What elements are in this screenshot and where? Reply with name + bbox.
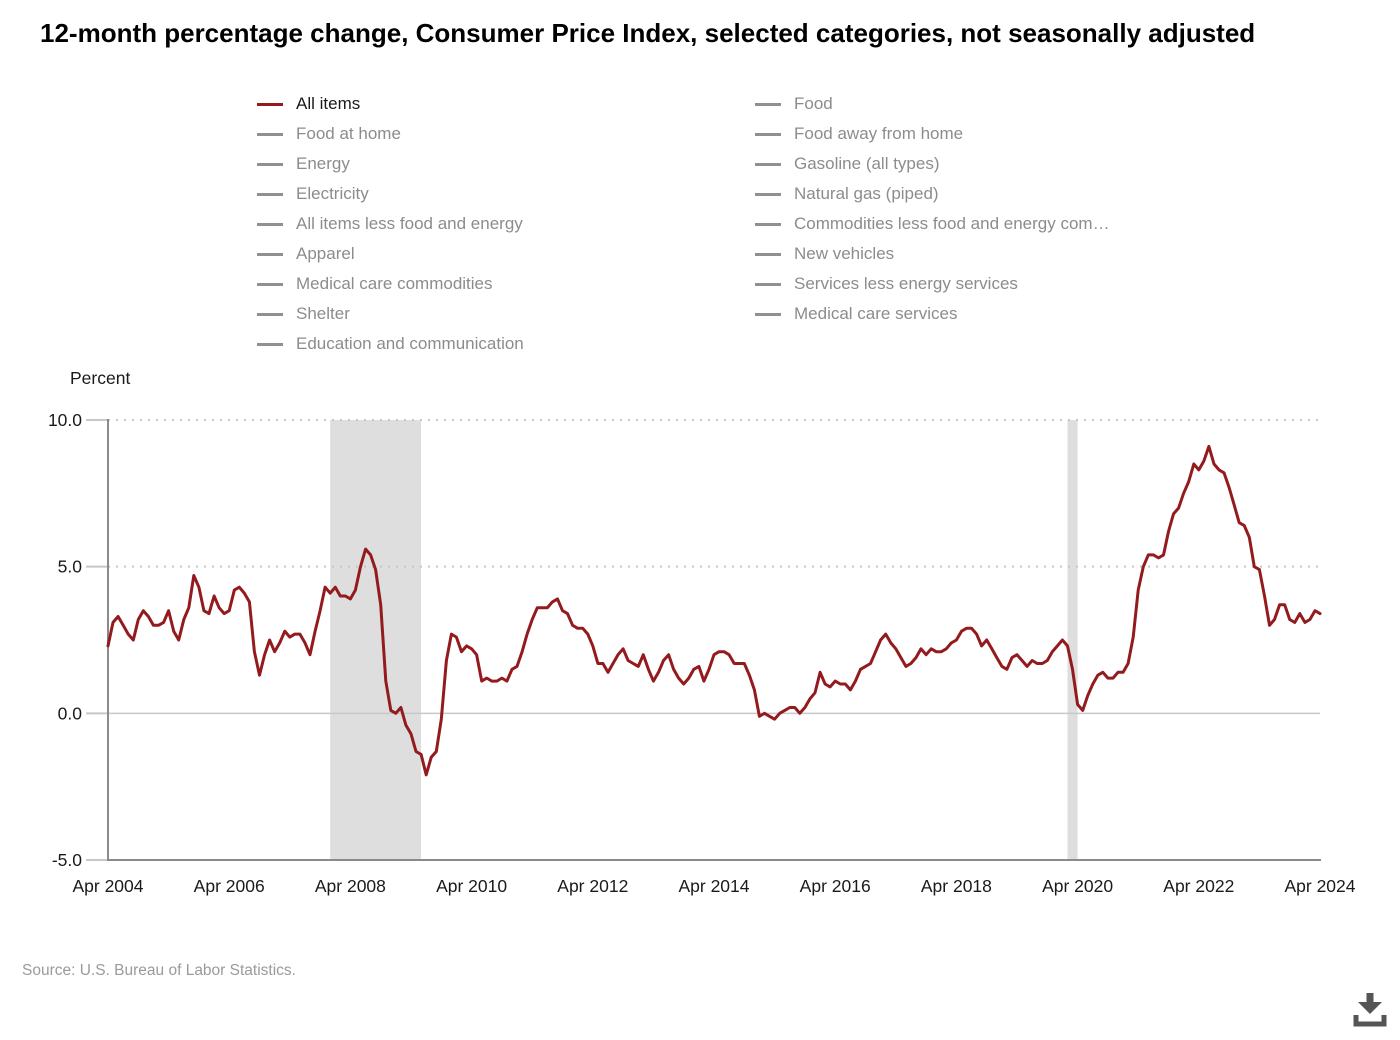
legend-item-label: Apparel [296, 244, 355, 263]
legend-swatch [755, 132, 781, 136]
legend-swatch [755, 282, 781, 286]
legend-swatch [755, 222, 781, 226]
legend-swatch [257, 192, 283, 196]
x-tick-label: Apr 2006 [194, 876, 265, 896]
legend-item-medical-care-commodities[interactable]: Medical care commodities [257, 269, 524, 299]
chart-title: 12-month percentage change, Consumer Pri… [40, 18, 1256, 48]
y-tick-label: 5.0 [58, 557, 83, 577]
legend-item-label: All items less food and energy [296, 214, 523, 233]
legend-swatch [257, 162, 283, 166]
legend-swatch [257, 312, 283, 316]
legend-item-label: Commodities less food and energy com… [794, 214, 1110, 233]
legend-item-food[interactable]: Food [755, 89, 1110, 119]
legend-item-medical-care-services[interactable]: Medical care services [755, 299, 1110, 329]
legend-item-label: Energy [296, 154, 350, 173]
y-tick-label: 0.0 [58, 703, 83, 723]
legend-item-label: New vehicles [794, 244, 895, 263]
legend-item-gasoline-all-types[interactable]: Gasoline (all types) [755, 149, 1110, 179]
legend-item-label: Medical care commodities [296, 274, 493, 293]
legend-item-food-at-home[interactable]: Food at home [257, 119, 524, 149]
legend-column-right: Food Food away from home Gasoline (all typ… [755, 89, 1110, 329]
x-tick-label: Apr 2008 [315, 876, 386, 896]
recession-band [1067, 420, 1078, 860]
legend-item-label: Gasoline (all types) [794, 154, 940, 173]
legend-item-label: All items [296, 94, 361, 113]
legend-swatch [257, 282, 283, 286]
legend-swatch [257, 102, 283, 106]
x-tick-label: Apr 2022 [1163, 876, 1234, 896]
legend-item-label: Services less energy services [794, 274, 1018, 293]
legend-item-label: Food [794, 94, 833, 113]
x-tick-label: Apr 2024 [1284, 876, 1355, 896]
legend-item-label: Food at home [296, 124, 401, 143]
legend-item-apparel[interactable]: Apparel [257, 239, 524, 269]
legend-item-label: Medical care services [794, 304, 958, 323]
x-tick-label: Apr 2010 [436, 876, 507, 896]
x-tick-label: Apr 2020 [1042, 876, 1113, 896]
legend-item-label: Natural gas (piped) [794, 184, 939, 203]
legend-item-label: Electricity [296, 184, 369, 203]
x-tick-label: Apr 2004 [72, 876, 143, 896]
legend-swatch [755, 192, 781, 196]
y-tick-label: -5.0 [52, 850, 82, 870]
legend-swatch [257, 342, 283, 346]
download-icon [1353, 993, 1387, 1027]
legend-item-all-items[interactable]: All items [257, 89, 524, 119]
legend-item-shelter[interactable]: Shelter [257, 299, 524, 329]
legend-column-left: All items Food at home Energy Electricity Al… [257, 89, 524, 359]
legend-swatch [755, 312, 781, 316]
legend-item-food-away-from-home[interactable]: Food away from home [755, 119, 1110, 149]
y-axis-title: Percent [70, 368, 131, 388]
legend-item-services-less-energy-services[interactable]: Services less energy services [755, 269, 1110, 299]
legend-item-new-vehicles[interactable]: New vehicles [755, 239, 1110, 269]
x-tick-label: Apr 2014 [678, 876, 749, 896]
legend-item-label: Shelter [296, 304, 350, 323]
legend-item-education-and-communication[interactable]: Education and communication [257, 329, 524, 359]
series-line-all-items [106, 444, 1322, 777]
y-tick-label: 10.0 [48, 410, 82, 430]
recession-band [330, 420, 422, 860]
legend-item-energy[interactable]: Energy [257, 149, 524, 179]
legend-item-label: Education and communication [296, 334, 524, 353]
legend-item-electricity[interactable]: Electricity [257, 179, 524, 209]
legend-swatch [755, 252, 781, 256]
x-tick-label: Apr 2018 [921, 876, 992, 896]
legend-swatch [257, 132, 283, 136]
legend-swatch [755, 102, 781, 106]
legend-swatch [755, 162, 781, 166]
legend-item-commodities-less-food-and-energy-com[interactable]: Commodities less food and energy com… [755, 209, 1110, 239]
download-button[interactable] [1344, 986, 1396, 1036]
x-tick-label: Apr 2012 [557, 876, 628, 896]
x-tick-label: Apr 2016 [800, 876, 871, 896]
legend-item-label: Food away from home [794, 124, 964, 143]
legend-swatch [257, 222, 283, 226]
legend-item-natural-gas-piped[interactable]: Natural gas (piped) [755, 179, 1110, 209]
source-attribution: Source: U.S. Bureau of Labor Statistics. [22, 962, 296, 979]
legend-item-all-items-less-food-and-energy[interactable]: All items less food and energy [257, 209, 524, 239]
legend-swatch [257, 252, 283, 256]
